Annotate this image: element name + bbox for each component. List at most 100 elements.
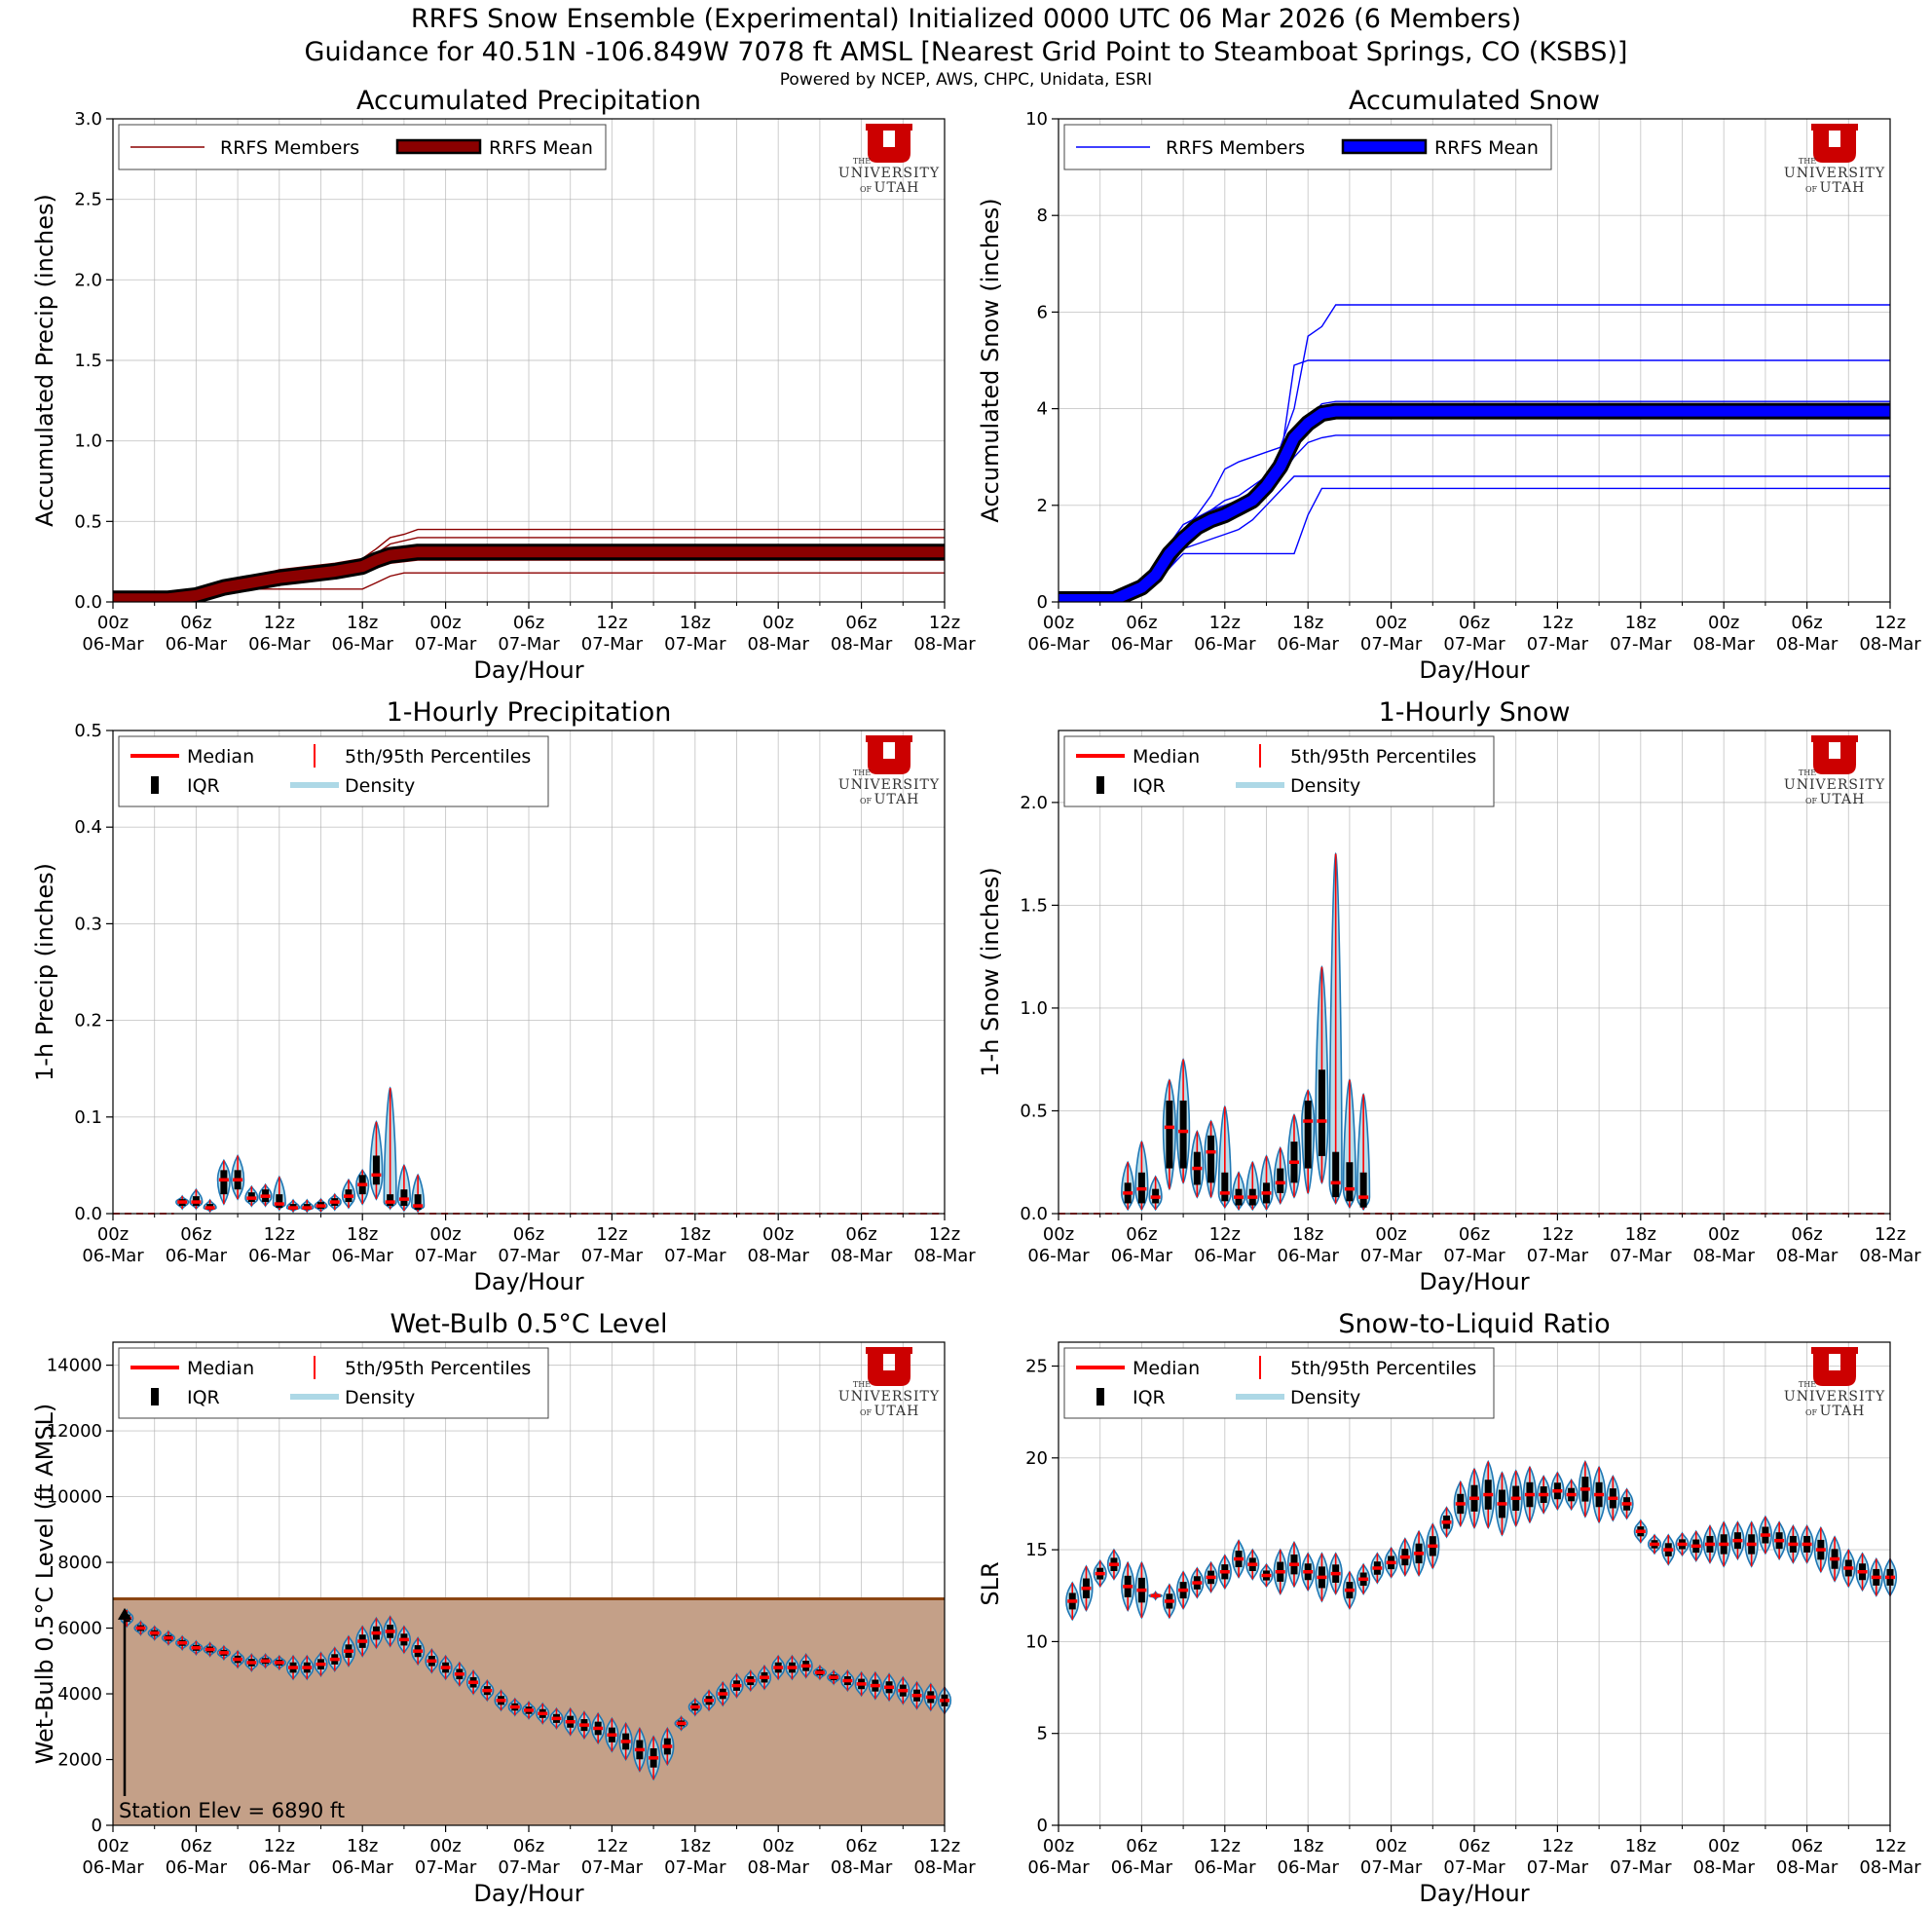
violin-hour-48 <box>1717 1520 1731 1568</box>
panel-accum_precip: Accumulated Precipitation 0.0 0.5 1.0 1.5 2.0… <box>31 86 976 684</box>
x-tick-label: 07-Mar <box>1443 1246 1505 1266</box>
x-tick-label: 08-Mar <box>1776 634 1839 655</box>
x-tick-label: 00z <box>97 1836 129 1856</box>
violin-hour-13 <box>285 1198 301 1214</box>
violin-hour-8 <box>216 1644 231 1662</box>
violin-hour-6 <box>189 1187 204 1211</box>
violin-hour-2 <box>1079 1564 1094 1613</box>
y-tick-label: 25 <box>1025 1357 1048 1377</box>
x-tick-label: 00z <box>1375 613 1406 633</box>
x-axis-label: Day/Hour <box>1419 1268 1529 1295</box>
violin-hour-16 <box>1273 1548 1287 1596</box>
y-tick-label: 10000 <box>47 1487 102 1508</box>
violin-hour-13 <box>285 1654 301 1681</box>
violin-hour-25 <box>1397 1537 1412 1578</box>
violin-hour-57 <box>1841 1548 1856 1589</box>
violin-hour-52 <box>1772 1520 1787 1561</box>
violin-hour-14 <box>300 1198 315 1214</box>
x-tick-label: 07-Mar <box>1527 1246 1589 1266</box>
x-tick-label: 07-Mar <box>581 1857 644 1878</box>
violin-hour-49 <box>1730 1520 1745 1561</box>
violin-hour-49 <box>785 1654 799 1681</box>
x-tick-label: 06-Mar <box>166 634 228 655</box>
violin-hour-50 <box>799 1652 813 1679</box>
violin-iqr-box <box>1221 1172 1229 1202</box>
y-tick-label: 5 <box>1037 1724 1048 1744</box>
legend-mean-label: RRFS Mean <box>1434 137 1539 159</box>
violin-hour-46 <box>743 1668 758 1693</box>
violin-hour-21 <box>396 1625 412 1655</box>
legend-percentile-label: 5th/95th Percentiles <box>1290 746 1476 768</box>
x-tick-label: 00z <box>762 1836 794 1856</box>
x-tick-label: 08-Mar <box>748 1246 810 1266</box>
panel-slr: Snow-to-Liquid Ratio051015202500z06-Mar0… <box>977 1309 1921 1907</box>
logo-the: THE <box>1799 157 1816 166</box>
y-tick-label: 2.0 <box>1020 793 1048 813</box>
violin-hour-24 <box>1384 1546 1398 1580</box>
x-tick-label: 06z <box>513 613 544 633</box>
x-tick-label: 00z <box>429 1836 461 1856</box>
logo-of: OF <box>1805 1408 1818 1417</box>
x-tick-label: 12z <box>929 1836 960 1856</box>
violin-hour-13 <box>1231 1539 1246 1580</box>
violin-hour-24 <box>438 1654 453 1681</box>
violin-hour-20 <box>383 1615 397 1648</box>
x-tick-label: 00z <box>1708 1224 1739 1245</box>
x-tick-label: 06-Mar <box>1278 1857 1340 1878</box>
violin-hour-51 <box>1758 1515 1773 1555</box>
x-tick-label: 08-Mar <box>1859 1246 1921 1266</box>
panel-accum_snow: Accumulated Snow024681000z06-Mar06z06-Ma… <box>977 86 1921 684</box>
violin-hour-5 <box>175 1194 190 1211</box>
legend-iqr-swatch <box>1096 776 1104 794</box>
logo-the: THE <box>853 1380 871 1389</box>
violin-hour-7 <box>203 1641 217 1658</box>
violin-hour-55 <box>1813 1525 1828 1574</box>
x-tick-label: 18z <box>1292 613 1323 633</box>
legend-density-label: Density <box>1290 775 1360 797</box>
violin-hour-41 <box>674 1714 688 1732</box>
logo-university: UNIVERSITY <box>838 166 940 181</box>
x-tick-label: 18z <box>347 613 378 633</box>
violin-hour-40 <box>1606 1475 1620 1522</box>
violin-hour-12 <box>272 1175 286 1212</box>
x-tick-label: 07-Mar <box>664 1857 726 1878</box>
violin-hour-40 <box>660 1726 675 1767</box>
violin-hour-51 <box>812 1664 828 1681</box>
x-tick-label: 12z <box>264 1836 295 1856</box>
logo-utah: UTAH <box>1820 792 1866 807</box>
violin-hour-29 <box>507 1697 522 1717</box>
x-tick-label: 07-Mar <box>1527 634 1589 655</box>
legend-density-label: Density <box>345 1387 415 1408</box>
violin-hour-2 <box>133 1620 148 1636</box>
x-tick-label: 12z <box>1542 1836 1573 1856</box>
y-tick-label: 10 <box>1025 1631 1048 1652</box>
y-tick-label: 10 <box>1025 109 1048 130</box>
legend: Median 5th/95th Percentiles IQR Density <box>1063 735 1495 807</box>
x-tick-label: 06z <box>1126 613 1157 633</box>
violin-hour-5 <box>1121 1160 1135 1212</box>
violin-hour-42 <box>687 1697 702 1717</box>
violin-hour-33 <box>1508 1469 1523 1528</box>
x-tick-label: 06-Mar <box>1194 1246 1256 1266</box>
violin-hour-6 <box>1134 1560 1149 1620</box>
logo-university: UNIVERSITY <box>1784 1389 1885 1405</box>
violin-hour-21 <box>1342 1570 1357 1611</box>
x-tick-label: 00z <box>97 1224 129 1245</box>
y-tick-label: 0.5 <box>74 511 102 532</box>
violin-group <box>113 1086 945 1215</box>
x-tick-label: 06-Mar <box>1111 634 1173 655</box>
violin-hour-36 <box>605 1716 619 1753</box>
x-tick-label: 00z <box>429 613 461 633</box>
violin-hour-8 <box>1162 1078 1176 1191</box>
y-tick-label: 4000 <box>57 1684 102 1705</box>
y-tick-label: 0.4 <box>74 817 102 838</box>
logo-u-serif <box>866 124 912 131</box>
violin-iqr-box <box>276 1194 283 1209</box>
x-tick-label: 06-Mar <box>1194 634 1256 655</box>
x-tick-label: 06z <box>180 1224 211 1245</box>
x-tick-label: 00z <box>97 613 129 633</box>
x-tick-label: 07-Mar <box>415 1857 477 1878</box>
violin-hour-54 <box>854 1670 869 1698</box>
violin-hour-11 <box>258 1652 273 1669</box>
